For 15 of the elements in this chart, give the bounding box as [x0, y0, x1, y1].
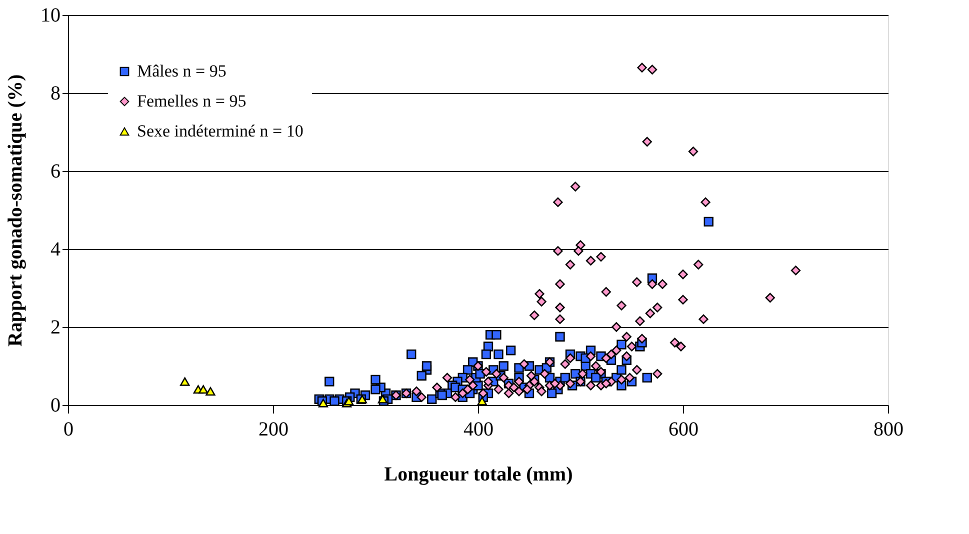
y-tick-label: 0	[50, 394, 60, 416]
y-tick-label: 8	[50, 82, 60, 104]
x-tick-label: 400	[464, 418, 494, 440]
x-axis-title: Longueur totale (mm)	[384, 464, 573, 486]
x-tick-label: 200	[258, 418, 288, 440]
legend-label: Mâles n = 95	[137, 62, 226, 80]
y-tick-label: 6	[50, 160, 60, 182]
y-tick-label: 10	[40, 4, 60, 26]
legend-label: Femelles n = 95	[137, 92, 246, 110]
y-tick-label: 4	[50, 238, 60, 260]
x-tick-label: 800	[874, 418, 904, 440]
y-axis-title: Rapport gonado-somatique (%)	[4, 74, 26, 347]
x-tick-label: 600	[668, 418, 698, 440]
y-tick-label: 2	[50, 316, 60, 338]
legend-label: Sexe indéterminé n = 10	[137, 122, 304, 140]
